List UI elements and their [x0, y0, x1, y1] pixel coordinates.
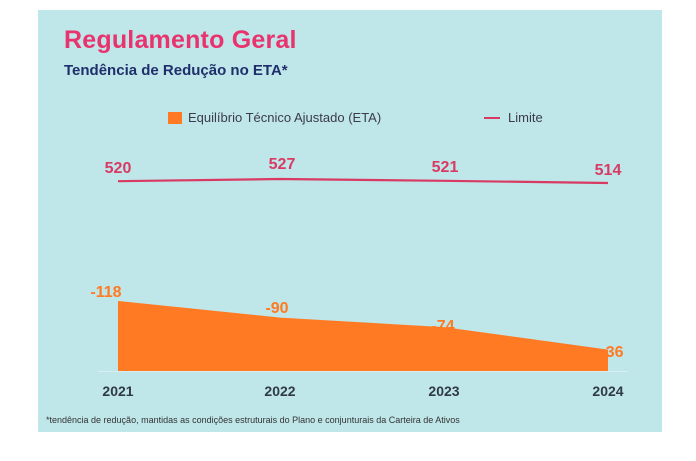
legend-swatch-eta	[168, 111, 182, 124]
x-tick-label: 2024	[592, 383, 623, 399]
x-tick-label: 2022	[264, 383, 295, 399]
limite-line	[117, 177, 609, 185]
x-tick-label: 2021	[102, 383, 133, 399]
eta-data-label: -36	[600, 344, 623, 361]
eta-area	[118, 301, 608, 371]
footnote: *tendência de redução, mantidas as condi…	[46, 415, 460, 425]
chart-title: Regulamento Geral	[64, 26, 297, 54]
eta-data-label: -90	[265, 300, 288, 317]
chart-subtitle: Tendência de Redução no ETA*	[64, 62, 288, 79]
eta-data-label: -74	[431, 318, 454, 335]
limite-data-label: 527	[269, 156, 296, 173]
legend-item-limite: Limite	[484, 110, 543, 125]
legend-label-limite: Limite	[508, 110, 543, 125]
limite-data-label: 514	[595, 162, 622, 179]
x-tick-label: 2023	[428, 383, 459, 399]
legend-item-eta: Equilíbrio Técnico Ajustado (ETA)	[168, 110, 381, 125]
limite-data-label: 520	[105, 160, 132, 177]
eta-data-label: -118	[90, 284, 121, 301]
legend-swatch-limite	[484, 116, 500, 119]
limite-data-label: 521	[432, 159, 459, 176]
legend-label-eta: Equilíbrio Técnico Ajustado (ETA)	[188, 110, 382, 125]
